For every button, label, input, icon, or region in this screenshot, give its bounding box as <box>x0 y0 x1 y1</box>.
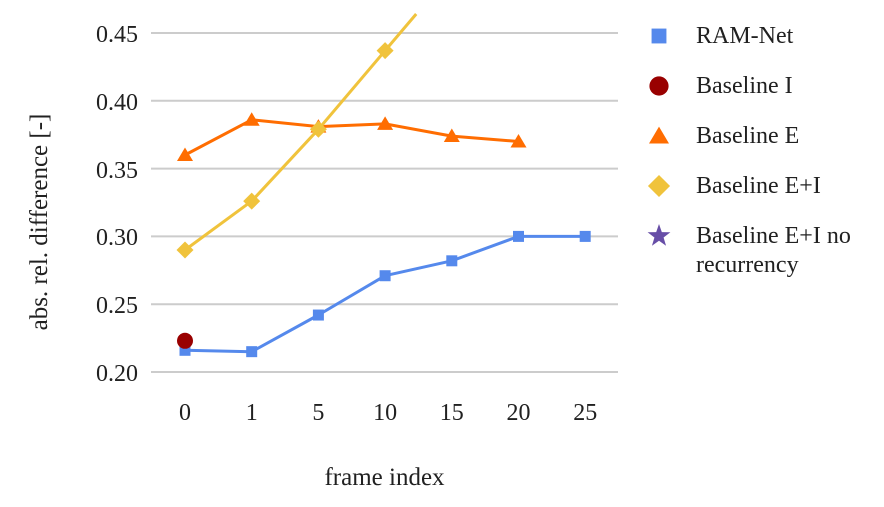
circle-data-point <box>649 76 669 96</box>
square-data-point <box>579 230 591 242</box>
x-tick-label: 15 <box>439 400 464 426</box>
legend-label: Baseline I <box>696 73 793 99</box>
diamond-data-point <box>647 174 671 198</box>
legend-label: Baseline E+I <box>696 173 821 199</box>
x-tick-label: 5 <box>312 400 325 426</box>
y-tick-label: 0.40 <box>96 89 138 116</box>
legend-star-marker-icon <box>646 223 672 249</box>
star-data-point <box>647 224 671 246</box>
legend: RAM-Net Baseline I Baseline E Baseline E… <box>646 22 884 301</box>
x-tick-label: 1 <box>245 400 258 426</box>
square-data-point <box>246 346 258 358</box>
legend-label: Baseline E+I no recurrency <box>696 223 851 278</box>
series-baseline-e-i <box>176 13 418 259</box>
x-tick-label: 20 <box>506 400 531 426</box>
legend-item-baseline-e: Baseline E <box>646 122 884 151</box>
legend-square-marker-icon <box>646 23 672 49</box>
y-axis-title: abs. rel. difference [-] <box>26 113 53 331</box>
y-tick-label: 0.35 <box>96 157 138 184</box>
diamond-data-point <box>243 192 261 210</box>
diamond-icon <box>647 174 671 198</box>
legend-circle-marker-icon <box>646 73 672 99</box>
series-baseline-e <box>177 112 527 162</box>
series-line <box>184 234 586 354</box>
triangle-data-point <box>243 112 260 126</box>
circle-icon <box>649 76 669 96</box>
circle-data-point <box>177 332 193 349</box>
series-line <box>184 118 519 157</box>
square-icon <box>651 28 667 44</box>
triangle-data-point <box>510 133 527 148</box>
star-icon <box>647 224 671 246</box>
legend-diamond-marker-icon <box>646 173 672 199</box>
square-data-point <box>379 270 391 282</box>
triangle-data-point <box>177 147 193 162</box>
y-tick-label: 0.25 <box>96 293 138 320</box>
diamond-data-point <box>309 120 327 138</box>
x-axis-title: frame index <box>324 464 445 491</box>
x-tick-label: 25 <box>573 400 598 426</box>
legend-item-baseline-i: Baseline I <box>646 72 884 101</box>
x-tick-label: 0 <box>179 400 191 426</box>
square-data-point <box>179 344 191 356</box>
legend-item-ram-net: RAM-Net <box>646 22 884 51</box>
triangle-data-point <box>377 116 394 130</box>
y-tick-label: 0.45 <box>96 22 138 48</box>
x-tick-label: 10 <box>373 400 398 426</box>
legend-label: Baseline E <box>696 123 800 149</box>
triangle-data-point <box>649 126 669 144</box>
triangle-icon <box>649 126 669 144</box>
square-data-point <box>446 255 458 267</box>
square-data-point <box>513 230 524 242</box>
legend-triangle-marker-icon <box>646 123 672 149</box>
series-ram-net <box>179 230 591 358</box>
y-tick-label: 0.30 <box>96 225 138 252</box>
series-baseline-i <box>177 332 193 349</box>
y-tick-label: 0.20 <box>96 361 138 387</box>
diamond-data-point <box>176 241 194 259</box>
triangle-data-point <box>443 128 460 143</box>
diamond-data-point <box>376 42 394 60</box>
square-data-point <box>651 28 667 44</box>
legend-item-baseline-e-i-no-recurrency: Baseline E+I no recurrency <box>646 222 884 280</box>
legend-label: RAM-Net <box>696 23 794 49</box>
legend-item-baseline-e-i: Baseline E+I <box>646 172 884 201</box>
square-data-point <box>312 309 324 321</box>
